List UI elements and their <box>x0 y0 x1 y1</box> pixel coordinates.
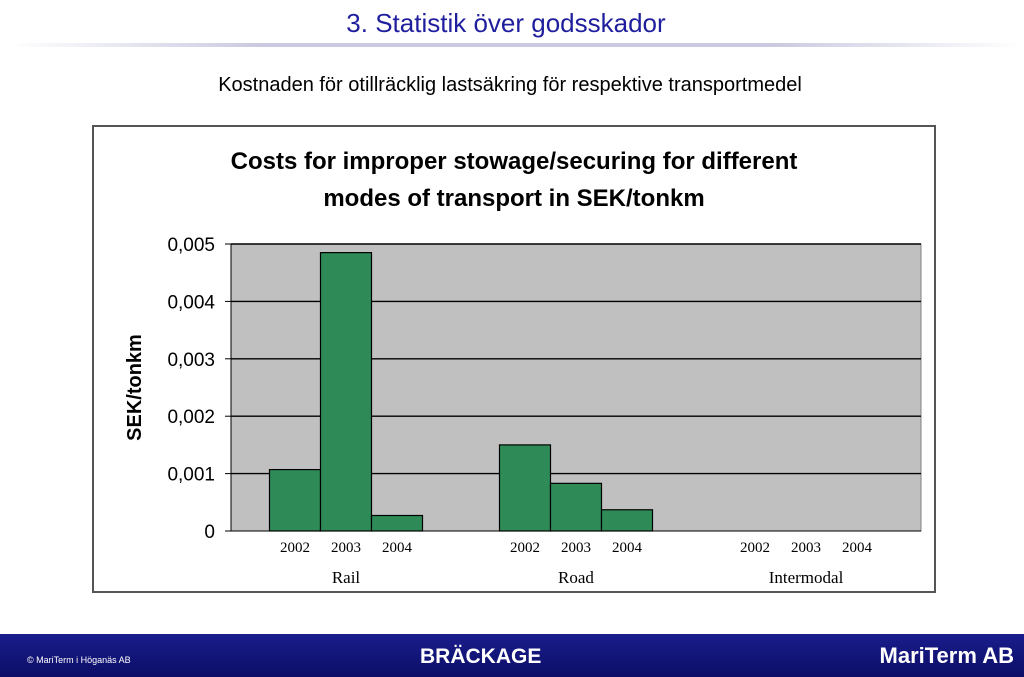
x-tick-label: 2002 <box>280 540 310 556</box>
y-tick-label: 0 <box>204 522 215 543</box>
bar-chart: Costs for improper stowage/securing for … <box>124 148 922 587</box>
group-label-road: Road <box>558 568 594 587</box>
x-tick-label: 2004 <box>612 540 643 556</box>
y-tick-label: 0,002 <box>167 407 215 428</box>
footer-section-label: BRÄCKAGE <box>420 645 542 668</box>
slide-subtitle: Kostnaden för otillräcklig lastsäkring f… <box>218 74 802 96</box>
x-tick-label: 2002 <box>740 540 770 556</box>
footer-brand: MariTerm AB <box>879 643 1014 668</box>
x-tick-label: 2003 <box>331 540 361 556</box>
x-tick-label: 2004 <box>842 540 873 556</box>
title-divider <box>10 43 1020 47</box>
bar-rail-2002 <box>268 468 322 532</box>
x-tick-label: 2003 <box>791 540 821 556</box>
slide-title: 3. Statistik över godsskador <box>346 8 666 38</box>
group-label-rail: Rail <box>332 568 361 587</box>
chart-frame: Costs for improper stowage/securing for … <box>92 125 936 593</box>
chart-title-line: Costs for improper stowage/securing for … <box>231 148 798 175</box>
bar-road-2002 <box>498 444 552 532</box>
bar-road-2004 <box>600 509 654 532</box>
x-tick-label: 2004 <box>382 540 413 556</box>
y-tick-label: 0,003 <box>167 350 215 371</box>
bar-rail-2004 <box>370 514 424 532</box>
y-axis-label: SEK/tonkm <box>124 334 146 441</box>
bar-rail-2003 <box>319 252 373 532</box>
chart-title-line: modes of transport in SEK/tonkm <box>323 185 704 212</box>
y-tick-label: 0,004 <box>167 292 215 313</box>
footer-copyright: © MariTerm i Höganäs AB <box>27 655 131 665</box>
bar-road-2003 <box>549 482 603 532</box>
y-tick-label: 0,001 <box>167 465 215 486</box>
x-tick-label: 2003 <box>561 540 591 556</box>
group-label-intermodal: Intermodal <box>769 568 844 587</box>
y-tick-label: 0,005 <box>167 235 215 256</box>
x-tick-label: 2002 <box>510 540 540 556</box>
footer-bar: © MariTerm i Höganäs AB BRÄCKAGE MariTer… <box>0 634 1024 677</box>
